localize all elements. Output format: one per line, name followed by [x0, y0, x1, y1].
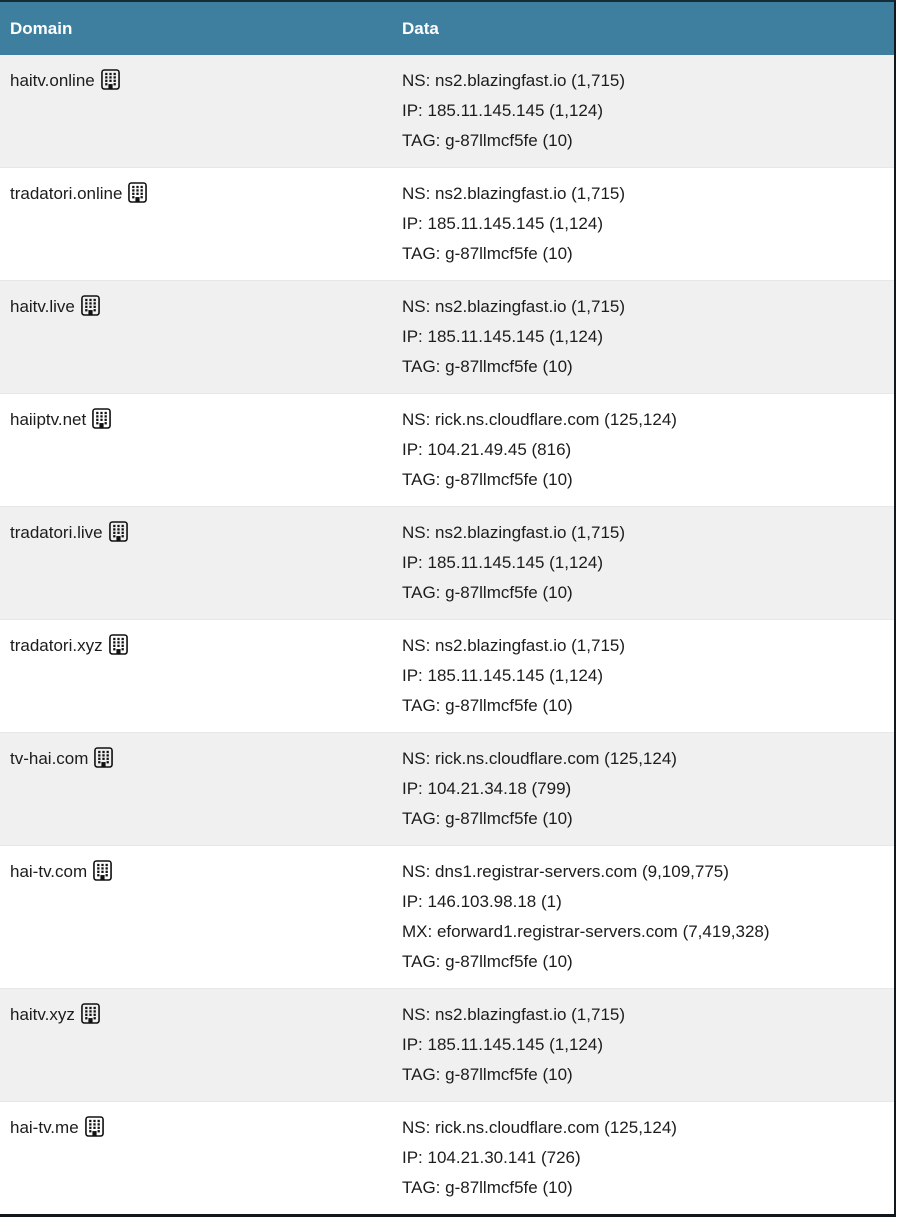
- building-icon: [94, 747, 114, 768]
- data-line: IP: 104.21.30.141 (726): [402, 1148, 581, 1167]
- data-line: NS: rick.ns.cloudflare.com (125,124): [402, 749, 677, 768]
- data-line: NS: ns2.blazingfast.io (1,715): [402, 184, 626, 203]
- data-line: IP: 185.11.145.145 (1,124): [402, 553, 604, 572]
- table-row: haitv.live: [0, 280, 894, 394]
- data-line: TAG: g-87llmcf5fe (10): [402, 583, 573, 602]
- building-icon: [108, 521, 128, 542]
- table-header: Domain Data: [0, 2, 894, 55]
- domain-cell: tradatori.live: [0, 507, 392, 620]
- domain-cell: tv-hai.com: [0, 733, 392, 846]
- building-icon: [100, 69, 120, 90]
- domain-cell: hai-tv.me: [0, 1102, 392, 1215]
- building-icon: [81, 1003, 100, 1024]
- domain-label: haitv.live: [10, 297, 75, 316]
- building-icon: [84, 1116, 104, 1137]
- data-line: MX: eforward1.registrar-servers.com (7,4…: [402, 922, 770, 941]
- data-line: IP: 104.21.49.45 (816): [402, 440, 572, 459]
- table-row: tradatori.live: [0, 506, 894, 620]
- domain-label: tv-hai.com: [10, 749, 89, 768]
- data-line: NS: dns1.registrar-servers.com (9,109,77…: [402, 862, 729, 881]
- domain-cell: tradatori.online: [0, 168, 392, 281]
- building-icon: [92, 408, 112, 429]
- data-line: NS: ns2.blazingfast.io (1,715): [402, 297, 626, 316]
- column-header-domain: Domain: [0, 2, 392, 55]
- data-line: IP: 185.11.145.145 (1,124): [402, 666, 604, 685]
- table-row: tradatori.online: [0, 167, 894, 281]
- domain-cell: tradatori.xyz: [0, 620, 392, 733]
- data-cell: NS: rick.ns.cloudflare.com (125,124) IP: …: [392, 394, 894, 507]
- data-cell: NS: ns2.blazingfast.io (1,715) IP: 185.11…: [392, 507, 894, 620]
- data-cell: NS: dns1.registrar-servers.com (9,109,77…: [392, 846, 894, 989]
- data-line: TAG: g-87llmcf5fe (10): [402, 696, 573, 715]
- table-row: hai-tv.me: [0, 1101, 894, 1215]
- data-line: NS: ns2.blazingfast.io (1,715): [402, 636, 626, 655]
- data-line: NS: ns2.blazingfast.io (1,715): [402, 71, 626, 90]
- data-line: IP: 185.11.145.145 (1,124): [402, 101, 604, 120]
- data-cell: NS: ns2.blazingfast.io (1,715) IP: 185.11…: [392, 55, 894, 168]
- data-cell: NS: ns2.blazingfast.io (1,715) IP: 185.11…: [392, 989, 894, 1102]
- data-line: TAG: g-87llmcf5fe (10): [402, 1178, 573, 1197]
- domain-label: tradatori.live: [10, 523, 103, 542]
- domain-cell: haitv.live: [0, 281, 392, 394]
- domain-label: tradatori.online: [10, 184, 123, 203]
- building-icon: [81, 295, 100, 316]
- table-row: haitv.online: [0, 55, 894, 168]
- data-cell: NS: ns2.blazingfast.io (1,715) IP: 185.11…: [392, 620, 894, 733]
- table-row: tv-hai.com: [0, 732, 894, 846]
- data-line: TAG: g-87llmcf5fe (10): [402, 131, 573, 150]
- data-line: IP: 185.11.145.145 (1,124): [402, 1035, 604, 1054]
- table-row: hai-tv.com: [0, 845, 894, 989]
- domain-label: haitv.online: [10, 71, 95, 90]
- table-row: haitv.xyz: [0, 988, 894, 1102]
- domain-cell: hai-tv.com: [0, 846, 392, 989]
- domain-label: tradatori.xyz: [10, 636, 103, 655]
- building-icon: [93, 860, 113, 881]
- building-icon: [108, 634, 128, 655]
- building-icon: [128, 182, 148, 203]
- data-line: NS: ns2.blazingfast.io (1,715): [402, 523, 626, 542]
- domain-cell: haitv.online: [0, 55, 392, 168]
- data-line: TAG: g-87llmcf5fe (10): [402, 357, 573, 376]
- data-line: IP: 185.11.145.145 (1,124): [402, 214, 604, 233]
- column-header-data: Data: [392, 2, 894, 55]
- domain-label: haiiptv.net: [10, 410, 87, 429]
- domain-label: hai-tv.com: [10, 862, 88, 881]
- data-line: TAG: g-87llmcf5fe (10): [402, 952, 573, 971]
- data-cell: NS: ns2.blazingfast.io (1,715) IP: 185.11…: [392, 168, 894, 281]
- data-line: TAG: g-87llmcf5fe (10): [402, 809, 573, 828]
- domain-cell: haitv.xyz: [0, 989, 392, 1102]
- domain-label: hai-tv.me: [10, 1118, 79, 1137]
- domain-cell: haiiptv.net: [0, 394, 392, 507]
- data-cell: NS: rick.ns.cloudflare.com (125,124) IP: …: [392, 733, 894, 846]
- data-cell: NS: ns2.blazingfast.io (1,715) IP: 185.11…: [392, 281, 894, 394]
- data-line: NS: rick.ns.cloudflare.com (125,124): [402, 1118, 677, 1137]
- data-line: IP: 104.21.34.18 (799): [402, 779, 572, 798]
- data-line: TAG: g-87llmcf5fe (10): [402, 244, 573, 263]
- data-line: TAG: g-87llmcf5fe (10): [402, 470, 573, 489]
- domain-label: haitv.xyz: [10, 1005, 75, 1024]
- table-row: haiiptv.net: [0, 393, 894, 507]
- table-row: tradatori.xyz: [0, 619, 894, 733]
- data-line: IP: 146.103.98.18 (1): [402, 892, 562, 911]
- data-line: NS: ns2.blazingfast.io (1,715): [402, 1005, 626, 1024]
- table-header-row: Domain Data: [0, 2, 894, 55]
- data-cell: NS: rick.ns.cloudflare.com (125,124) IP: …: [392, 1102, 894, 1215]
- data-line: NS: rick.ns.cloudflare.com (125,124): [402, 410, 677, 429]
- data-line: TAG: g-87llmcf5fe (10): [402, 1065, 573, 1084]
- data-line: IP: 185.11.145.145 (1,124): [402, 327, 604, 346]
- table-body: haitv.online: [0, 55, 894, 1214]
